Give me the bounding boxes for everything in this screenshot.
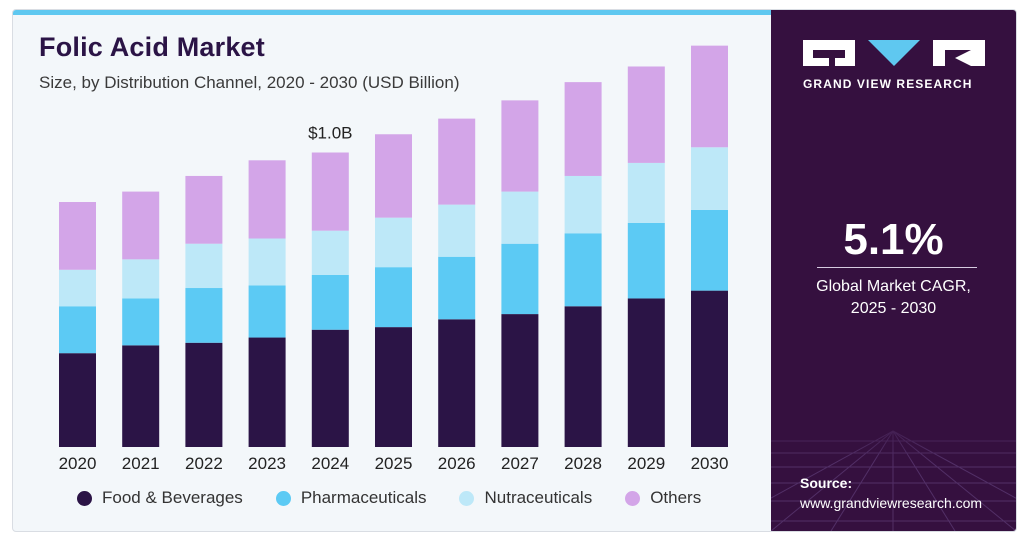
bar-segment-2024-nutraceuticals [311,230,349,275]
stacked-bar-chart: 2020 2021 2022 2023 2024 $1.0B 2025 2026 2027 202… [59,45,729,473]
legend-item-nutra: Nutraceuticals [459,488,592,508]
bar-segment-2020-pharmaceuticals [59,306,96,354]
x-tick-label-2022: 2022 [185,454,223,473]
bar-segment-2026-nutraceuticals [438,204,476,257]
legend-swatch-nutra [459,490,475,506]
brand-name: GRAND VIEW RESEARCH [803,77,973,91]
bar-segment-2025-food-beverages [375,327,412,447]
bar-segment-2029-others [627,66,665,163]
bar-segment-2020-others [59,202,96,270]
x-tick-label-2021: 2021 [122,454,160,473]
accent-bar [13,10,771,15]
chart-subtitle: Size, by Distribution Channel, 2020 - 20… [39,73,460,92]
bar-segment-2026-pharmaceuticals [438,256,476,320]
chart-panel: Folic Acid Market Size, by Distribution … [13,10,771,531]
bar-segment-2023-nutraceuticals [248,238,286,286]
chart-title: Folic Acid Market [39,32,265,62]
bar-segment-2021-pharmaceuticals [122,298,160,346]
bar-segment-2027-others [501,100,539,192]
bar-segment-2022-nutraceuticals [185,243,223,289]
x-tick-label-2023: 2023 [248,454,286,473]
cagr-label-line2: 2025 - 2030 [850,300,937,317]
bar-segment-2026-others [438,118,476,205]
legend-label-food: Food & Beverages [102,488,243,507]
chart-card: Folic Acid Market Size, by Distribution … [12,9,1017,532]
legend-swatch-pharma [275,490,291,506]
x-tick-label-2026: 2026 [438,454,476,473]
bar-segment-2030-nutraceuticals [691,147,728,210]
bar-segment-2024-pharmaceuticals [311,274,349,330]
bar-segment-2028-pharmaceuticals [564,233,602,307]
source-link[interactable]: www.grandviewresearch.com [800,495,983,511]
bar-segment-2022-food-beverages [185,342,223,447]
legend-item-pharma: Pharmaceuticals [275,488,427,508]
legend-label-pharma: Pharmaceuticals [300,488,427,507]
bar-segment-2029-food-beverages [627,298,665,447]
x-tick-label-2025: 2025 [375,454,413,473]
legend-label-nutra: Nutraceuticals [484,488,593,507]
bar-segment-2023-pharmaceuticals [248,285,286,338]
annotation-label-2024: $1.0B [308,123,352,142]
legend-label-others: Others [650,488,702,507]
bar-segment-2020-nutraceuticals [59,269,96,307]
bar-segment-2021-nutraceuticals [122,259,160,299]
x-tick-label-2020: 2020 [59,454,97,473]
legend-item-food: Food & Beverages [77,488,243,508]
bar-segment-2022-pharmaceuticals [185,288,223,343]
source-block: Source: www.grandviewresearch.com [800,473,982,513]
bar-segment-2026-food-beverages [438,319,476,447]
bar-segment-2028-nutraceuticals [564,175,602,234]
source-label: Source: [800,475,853,491]
x-tick-label-2027: 2027 [501,454,539,473]
bar-segment-2027-pharmaceuticals [501,243,539,315]
cagr-divider [817,267,977,268]
grid-floor-decoration [771,401,1016,531]
bar-segment-2024-others [311,152,349,231]
bar-segment-2021-food-beverages [122,345,160,447]
cagr-label: Global Market CAGR, 2025 - 2030 [771,276,1016,320]
bar-segment-2030-pharmaceuticals [691,209,728,291]
bar-segment-2025-others [375,134,412,218]
bar-segment-2028-others [564,82,602,176]
cagr-value: 5.1% [843,215,944,264]
bar-segment-2030-others [691,45,728,148]
bar-segment-2027-food-beverages [501,314,539,447]
x-tick-label-2029: 2029 [627,454,665,473]
cagr-label-line1: Global Market CAGR, [816,278,971,295]
legend-swatch-food [77,490,92,506]
bar-segment-2025-nutraceuticals [375,217,412,268]
bar-segment-2030-food-beverages [691,290,728,447]
grand-view-research-logo [803,40,985,66]
legend-swatch-others [625,490,641,506]
x-tick-label-2030: 2030 [691,454,729,473]
legend-item-others: Others [625,488,701,508]
bar-segment-2029-pharmaceuticals [627,222,665,299]
brand-panel: GRAND VIEW RESEARCH 5.1% Global Market C… [771,10,1016,531]
bar-segment-2022-others [185,175,223,244]
x-tick-label-2028: 2028 [564,454,602,473]
bar-segment-2025-pharmaceuticals [375,267,412,328]
chart-legend: Food & Beverages Pharmaceuticals Nutrace… [77,488,734,508]
bar-segment-2029-nutraceuticals [627,162,665,223]
bar-segment-2027-nutraceuticals [501,191,539,244]
bar-segment-2028-food-beverages [564,306,602,447]
bar-segment-2023-others [248,160,286,239]
bar-segment-2023-food-beverages [248,337,286,447]
bar-segment-2021-others [122,191,160,260]
x-tick-label-2024: 2024 [311,454,349,473]
bar-segment-2020-food-beverages [59,353,96,447]
bar-segment-2024-food-beverages [311,329,349,447]
